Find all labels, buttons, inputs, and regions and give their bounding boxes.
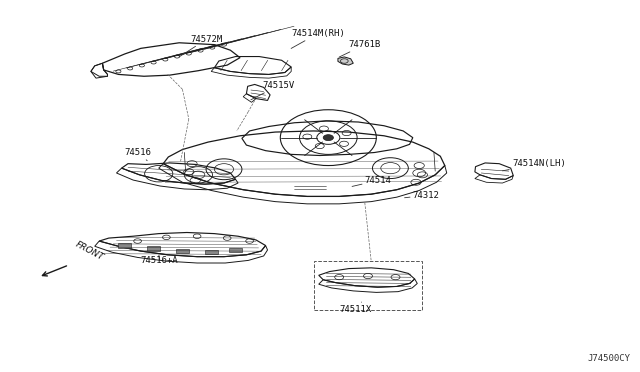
Text: 74572M: 74572M [179,35,223,57]
Polygon shape [147,246,160,251]
Polygon shape [205,250,218,254]
Text: 74514N(LH): 74514N(LH) [502,159,566,171]
Text: 74516+A: 74516+A [141,255,179,265]
Text: 74514M(RH): 74514M(RH) [291,29,345,48]
Polygon shape [176,249,189,253]
Polygon shape [229,248,242,252]
Polygon shape [118,243,131,248]
Text: 74511X: 74511X [339,302,371,314]
Text: 74312: 74312 [404,191,440,200]
Text: J74500CY: J74500CY [588,354,630,363]
Polygon shape [338,57,353,65]
Text: 74515V: 74515V [251,81,294,100]
Circle shape [323,135,333,141]
Text: 74514: 74514 [352,176,392,186]
Text: 74761B: 74761B [339,40,381,57]
Text: 74516: 74516 [125,148,152,161]
Text: FRONT: FRONT [74,240,105,262]
